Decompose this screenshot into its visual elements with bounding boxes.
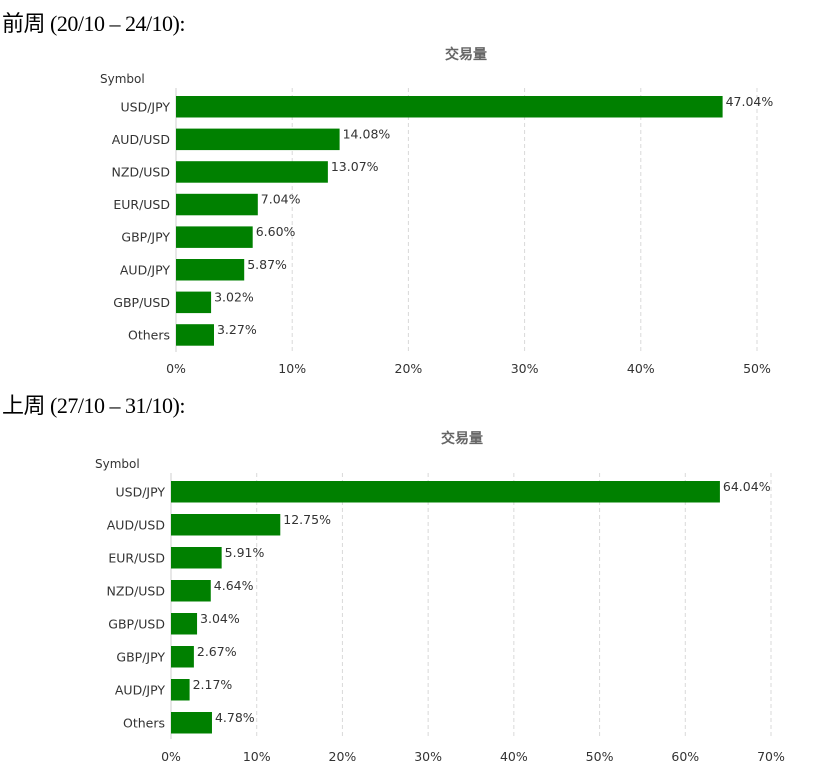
category-label: AUD/USD bbox=[107, 517, 165, 532]
category-label: AUD/JPY bbox=[115, 682, 165, 697]
category-label: EUR/USD bbox=[113, 197, 170, 212]
category-label: Others bbox=[123, 715, 165, 730]
data-label: 3.04% bbox=[200, 611, 240, 626]
bar bbox=[176, 193, 258, 216]
bar bbox=[171, 580, 211, 602]
category-label: GBP/JPY bbox=[116, 649, 165, 664]
category-label: AUD/JPY bbox=[120, 262, 170, 277]
data-label: 47.04% bbox=[726, 94, 774, 109]
bar bbox=[171, 514, 281, 536]
x-tick-label: 40% bbox=[627, 361, 655, 376]
x-tick-label: 40% bbox=[500, 749, 528, 764]
bar bbox=[171, 712, 212, 734]
category-label: GBP/USD bbox=[108, 616, 165, 631]
x-tick-label: 70% bbox=[757, 749, 785, 764]
x-tick-label: 60% bbox=[671, 749, 699, 764]
category-label: AUD/USD bbox=[112, 132, 170, 147]
x-tick-label: 50% bbox=[586, 749, 614, 764]
data-label: 2.67% bbox=[197, 644, 237, 659]
period-heading-last-week: 上周 (27/10 – 31/10): bbox=[2, 393, 186, 418]
data-label: 5.91% bbox=[225, 545, 265, 560]
data-label: 13.07% bbox=[331, 159, 379, 174]
data-label: 6.60% bbox=[256, 224, 296, 239]
category-label: Others bbox=[128, 327, 170, 342]
bar bbox=[176, 226, 253, 248]
data-label: 14.08% bbox=[343, 126, 391, 141]
x-tick-label: 10% bbox=[278, 361, 306, 376]
bar bbox=[176, 128, 340, 151]
category-label: NZD/USD bbox=[112, 164, 170, 179]
y-axis-label: Symbol bbox=[100, 72, 145, 86]
category-label: NZD/USD bbox=[107, 583, 165, 598]
bar bbox=[171, 481, 720, 503]
bar bbox=[171, 613, 198, 635]
bar bbox=[176, 161, 328, 183]
bar bbox=[171, 646, 194, 668]
period-heading-previous-week: 前周 (20/10 – 24/10): bbox=[2, 11, 186, 36]
bar bbox=[176, 291, 212, 314]
bar bbox=[171, 679, 190, 701]
volume-chart-last-week: 交易量 Symbol 0% 10% 20% 30% 40% 50% 60% 70% USD/JPY 6… bbox=[95, 430, 785, 764]
data-label: 64.04% bbox=[723, 479, 771, 494]
bar bbox=[176, 259, 245, 281]
x-tick-label: 20% bbox=[329, 749, 357, 764]
x-tick-label: 20% bbox=[395, 361, 423, 376]
x-tick-label: 0% bbox=[161, 749, 181, 764]
data-label: 3.02% bbox=[214, 289, 254, 304]
data-label: 2.17% bbox=[193, 677, 233, 692]
x-tick-label: 0% bbox=[166, 361, 186, 376]
data-label: 5.87% bbox=[247, 257, 287, 272]
x-tick-label: 50% bbox=[743, 361, 771, 376]
category-label: GBP/USD bbox=[113, 295, 170, 310]
data-label: 7.04% bbox=[261, 192, 301, 207]
category-label: EUR/USD bbox=[108, 550, 165, 565]
data-label: 12.75% bbox=[283, 512, 331, 527]
bar bbox=[176, 324, 214, 346]
data-label: 4.78% bbox=[215, 710, 255, 725]
data-label: 3.27% bbox=[217, 322, 257, 337]
x-tick-label: 30% bbox=[511, 361, 539, 376]
category-label: USD/JPY bbox=[115, 484, 165, 499]
bar bbox=[176, 96, 723, 118]
category-label: USD/JPY bbox=[120, 99, 170, 114]
chart-title: 交易量 bbox=[441, 430, 483, 447]
x-tick-label: 10% bbox=[243, 749, 271, 764]
data-label: 4.64% bbox=[214, 578, 254, 593]
x-tick-label: 30% bbox=[414, 749, 442, 764]
bar bbox=[171, 547, 222, 569]
category-label: GBP/JPY bbox=[121, 230, 170, 245]
y-axis-label: Symbol bbox=[95, 457, 140, 471]
volume-chart-previous-week: 交易量 Symbol 0% 10% 20% 30% 40% 50% USD/JPY 47.04% A… bbox=[100, 46, 774, 376]
chart-title: 交易量 bbox=[445, 46, 487, 63]
